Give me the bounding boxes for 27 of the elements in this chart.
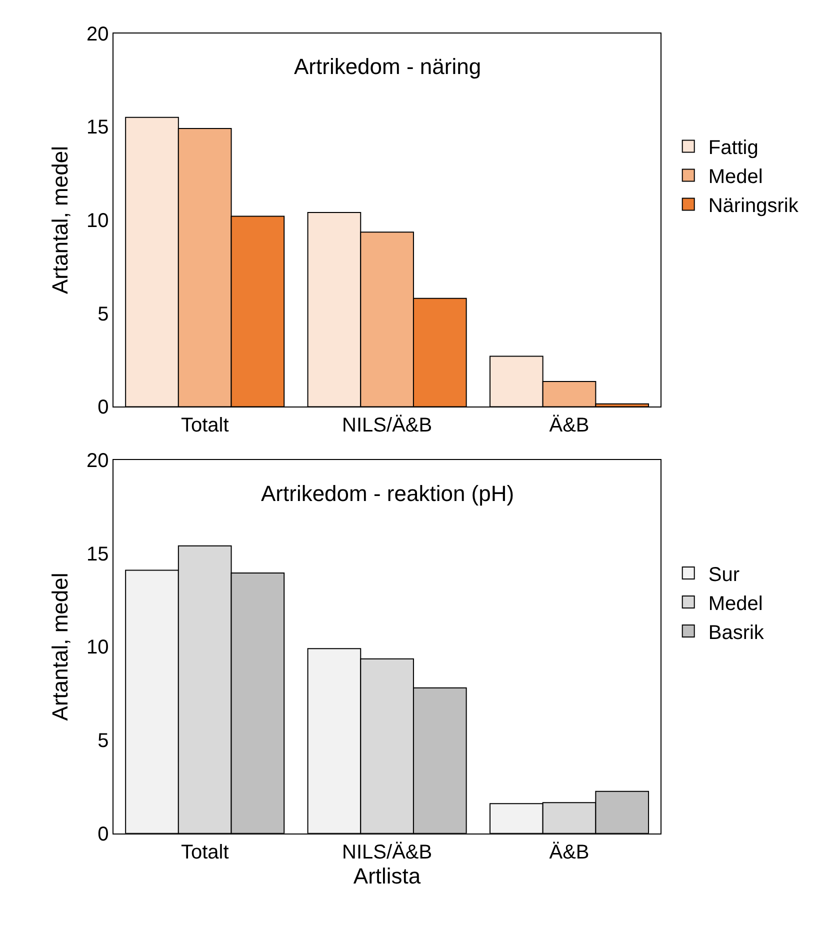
y-tick-label: 5	[98, 303, 109, 326]
legend-label: Basrik	[708, 622, 765, 644]
x-axis-title: Artlista	[353, 863, 422, 888]
x-tick-label: Ä&B	[549, 414, 590, 437]
y-tick-label: 20	[86, 23, 109, 46]
legend-label: Sur	[708, 564, 740, 586]
x-tick-label: NILS/Ä&B	[342, 841, 432, 864]
y-tick-label: 15	[86, 543, 109, 566]
y-tick-label: 10	[86, 210, 109, 232]
y-tick-label: 10	[86, 636, 109, 659]
legend-label: Näringsrik	[708, 195, 800, 218]
y-tick-label: 15	[86, 116, 109, 139]
text: Artrikedom - näring	[294, 54, 482, 79]
text: Artrikedom - reaktion (pH)	[261, 481, 514, 506]
x-tick-label: NILS/Ä&B	[342, 414, 432, 437]
y-axis-title: Artantal, medel	[47, 146, 72, 294]
legend-label: Fattig	[708, 137, 758, 160]
x-tick-label: Totalt	[180, 414, 230, 437]
y-tick-label: 0	[98, 823, 109, 846]
x-tick-label: Totalt	[180, 841, 230, 864]
y-tick-label: 20	[86, 450, 109, 472]
legend-label: Medel	[708, 166, 763, 188]
y-tick-label: 0	[98, 396, 109, 419]
x-tick-label: Ä&B	[549, 841, 590, 864]
y-tick-label: 5	[98, 730, 109, 752]
legend-label: Medel	[708, 592, 763, 615]
y-axis-title: Artantal, medel	[47, 572, 72, 721]
